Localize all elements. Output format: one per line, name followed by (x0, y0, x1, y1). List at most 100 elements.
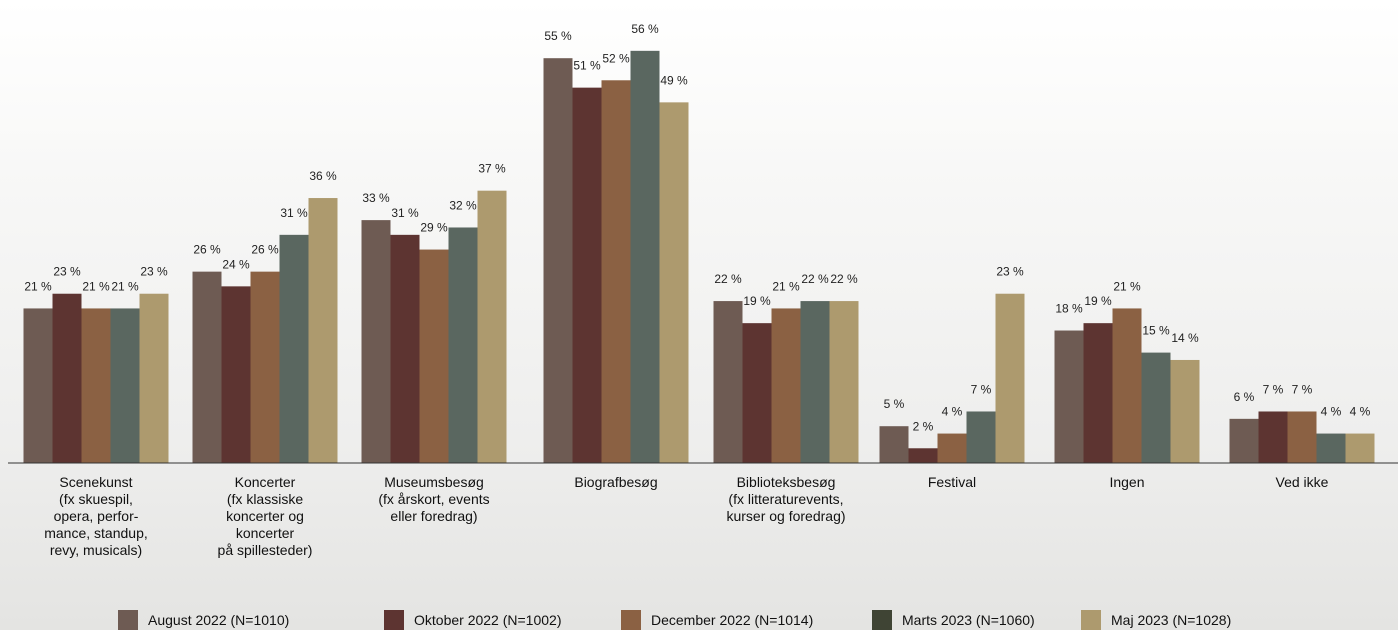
data-label-6-3: 15 % (1142, 324, 1170, 338)
legend: August 2022 (N=1010) Oktober 2022 (N=1002… (0, 610, 1398, 630)
legend-item-0: August 2022 (N=1010) (118, 610, 289, 630)
legend-item-3: Marts 2023 (N=1060) (872, 610, 1035, 630)
bar-4-2 (771, 308, 801, 463)
legend-swatch-4 (1081, 610, 1101, 630)
legend-label-4: Maj 2023 (N=1028) (1111, 612, 1232, 628)
bar-0-1 (52, 293, 82, 463)
data-label-5-0: 5 % (884, 397, 905, 411)
data-label-3-2: 52 % (602, 51, 630, 65)
data-label-1-0: 26 % (193, 243, 221, 257)
bar-3-1 (572, 87, 602, 463)
bar-4-1 (742, 323, 772, 463)
bar-4-3 (800, 301, 830, 463)
legend-swatch-2 (621, 610, 641, 630)
data-label-3-3: 56 % (631, 22, 659, 36)
bar-0-2 (81, 308, 111, 463)
data-label-7-3: 4 % (1321, 405, 1342, 419)
x-tick-label-4: Biblioteksbesøg (fx litteraturevents, ku… (726, 474, 846, 524)
data-label-1-4: 36 % (309, 169, 337, 183)
data-label-7-0: 6 % (1234, 390, 1255, 404)
bar-7-0 (1229, 418, 1259, 463)
data-label-2-4: 37 % (478, 162, 506, 176)
bar-7-2 (1287, 411, 1317, 463)
data-label-6-0: 18 % (1055, 302, 1083, 316)
bar-6-0 (1054, 330, 1084, 463)
bar-3-2 (601, 80, 631, 463)
bar-4-4 (829, 301, 859, 463)
bar-3-3 (630, 50, 660, 464)
bar-4-0 (713, 301, 743, 463)
data-label-6-1: 19 % (1084, 294, 1112, 308)
bar-6-1 (1083, 323, 1113, 463)
bar-0-4 (139, 293, 169, 463)
data-label-4-1: 19 % (743, 294, 771, 308)
bar-7-1 (1258, 411, 1288, 463)
bar-5-4 (995, 293, 1025, 463)
data-label-1-1: 24 % (222, 257, 250, 271)
data-labels-group: 21 %23 %21 % 21 %23 %26 %24 %26 %31 %36 %… (24, 22, 1370, 433)
legend-swatch-0 (118, 610, 138, 630)
bar-1-1 (221, 286, 251, 463)
data-label-7-1: 7 % (1263, 382, 1284, 396)
x-tick-label-6: Ingen (1109, 474, 1145, 490)
data-label-2-3: 32 % (449, 198, 477, 212)
data-label-1-2: 26 % (251, 243, 279, 257)
data-label-5-4: 23 % (996, 265, 1024, 279)
legend-item-4: Maj 2023 (N=1028) (1081, 610, 1231, 630)
legend-item-1: Oktober 2022 (N=1002) (384, 610, 561, 630)
data-label-6-4: 14 % (1171, 331, 1199, 345)
bar-1-0 (192, 271, 222, 463)
x-tick-label-1: Koncerter (fx klassiske koncerter og kon… (217, 474, 313, 558)
data-label-0-2: 21 % (82, 279, 110, 293)
data-label-2-0: 33 % (362, 191, 390, 205)
data-label-4-0: 22 % (714, 272, 742, 286)
data-label-0-3: 21 % (111, 279, 139, 293)
bar-0-0 (23, 308, 53, 463)
bar-2-0 (361, 220, 391, 463)
data-label-5-1: 2 % (913, 419, 934, 433)
x-tick-label-5: Festival (927, 474, 977, 490)
data-label-2-1: 31 % (391, 206, 419, 220)
data-label-2-2: 29 % (420, 221, 448, 235)
data-label-4-3: 22 % (801, 272, 829, 286)
bar-5-0 (879, 426, 909, 463)
legend-label-0: August 2022 (N=1010) (148, 612, 290, 628)
bar-5-2 (937, 433, 967, 463)
data-label-0-1: 23 % (53, 265, 81, 279)
data-label-7-2: 7 % (1292, 382, 1313, 396)
data-label-4-2: 21 % (772, 279, 800, 293)
bar-1-4 (308, 198, 338, 464)
legend-label-2: December 2022 (N=1014) (651, 612, 814, 628)
legend-label-1: Oktober 2022 (N=1002) (414, 612, 562, 628)
data-label-3-0: 55 % (544, 29, 572, 43)
bar-5-3 (966, 411, 996, 463)
data-label-1-3: 31 % (280, 206, 308, 220)
bar-3-0 (543, 58, 573, 463)
data-label-5-2: 4 % (942, 405, 963, 419)
bar-2-1 (390, 234, 420, 463)
bar-2-3 (448, 227, 478, 463)
bar-7-4 (1345, 433, 1375, 463)
bar-7-3 (1316, 433, 1346, 463)
bars-group (23, 50, 1375, 464)
x-tick-label-2: Museumsbesøg (fx årskort, events eller f… (378, 474, 490, 524)
legend-item-2: December 2022 (N=1014) (621, 610, 813, 630)
bar-0-3 (110, 308, 140, 463)
data-label-5-3: 7 % (971, 382, 992, 396)
data-label-7-4: 4 % (1350, 405, 1371, 419)
bar-6-3 (1141, 352, 1171, 463)
bar-2-2 (419, 249, 449, 463)
x-tick-label-0: Scenekunst (fx skuespil, opera, perfor- … (44, 474, 148, 558)
x-tick-label-7: Ved ikke (1275, 474, 1329, 490)
data-label-4-4: 22 % (830, 272, 858, 286)
bar-6-2 (1112, 308, 1142, 463)
data-label-6-2: 21 % (1113, 279, 1141, 293)
legend-swatch-1 (384, 610, 404, 630)
legend-label-3: Marts 2023 (N=1060) (902, 612, 1035, 628)
x-tick-label-3: Biografbesøg (574, 474, 658, 490)
legend-swatch-3 (872, 610, 892, 630)
bar-2-4 (477, 190, 507, 463)
data-label-3-1: 51 % (573, 59, 601, 73)
bar-3-4 (659, 102, 689, 464)
